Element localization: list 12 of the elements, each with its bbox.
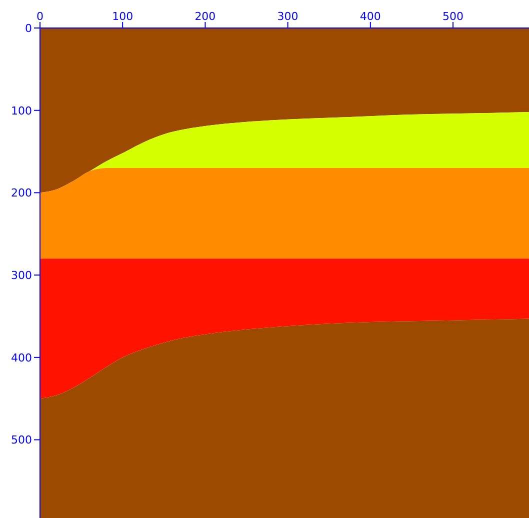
y-tick-label: 300 xyxy=(11,268,32,282)
x-tick-label: 0 xyxy=(36,10,44,23)
y-tick-label: 500 xyxy=(11,434,32,447)
x-tick-label: 400 xyxy=(360,10,381,23)
y-tick-label: 400 xyxy=(11,351,32,364)
x-tick-label: 300 xyxy=(277,10,298,23)
y-tick-label: 0 xyxy=(25,22,32,35)
y-tick-label: 200 xyxy=(11,186,32,200)
x-tick-label: 100 xyxy=(112,10,134,23)
x-tick-label: 200 xyxy=(194,10,216,23)
x-tick-label: 500 xyxy=(442,10,464,23)
y-tick-label: 100 xyxy=(11,104,32,118)
